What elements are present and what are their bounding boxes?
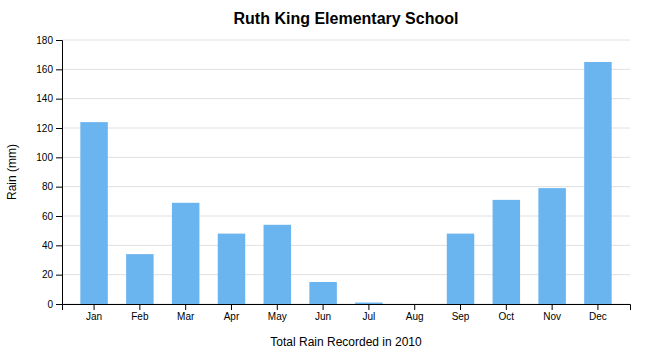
bar [264,225,291,304]
tick: 180 [36,35,62,46]
y-axis: 0 20 40 60 80 100 120 140 160 180 [36,35,62,310]
tick-label: Oct [499,311,515,322]
tick-label: 100 [36,152,53,163]
bar [493,200,520,304]
tick-mark [323,304,324,310]
tick-label: Jan [86,311,102,322]
grid [62,40,630,304]
bar [218,234,245,304]
bar [447,234,474,304]
x-axis: Jan Feb Mar Apr May Jun Jul Aug Sep Oct Nov Dec [63,304,631,322]
tick-label: 20 [42,269,54,280]
grid-line [62,128,630,129]
axis-line [63,305,631,311]
bar [401,304,428,305]
tick: Mar [177,304,195,322]
tick-label: 160 [36,64,53,75]
tick-mark [56,304,62,305]
tick-mark [506,304,507,310]
tick: 120 [36,123,62,134]
tick-label: 60 [42,211,54,222]
tick-label: May [268,311,287,322]
plot: Jan Feb Mar Apr May Jun Jul Aug Sep Oct Nov Dec 0 20 4… [36,35,630,322]
tick: 40 [42,240,62,251]
tick-mark [56,187,62,188]
tick: 160 [36,64,62,75]
chart: Jan Feb Mar Apr May Jun Jul Aug Sep Oct Nov Dec 0 20 4… [0,0,650,360]
grid-line [62,98,630,99]
tick-label: Jul [363,311,376,322]
tick: 80 [42,181,62,192]
tick: 100 [36,152,62,163]
tick-mark [56,40,62,41]
tick-label: 40 [42,240,54,251]
bar [355,303,382,304]
tick-mark [277,304,278,310]
tick-label: 120 [36,123,53,134]
bar [126,254,153,304]
tick: Sep [452,304,470,322]
bar [584,62,611,304]
tick-label: 0 [47,299,53,310]
tick-mark [56,128,62,129]
tick-label: Dec [589,311,607,322]
grid-line [62,157,630,158]
tick-label: Nov [543,311,561,322]
tick: Aug [406,304,424,322]
tick: May [268,304,287,322]
tick: Jun [315,304,331,322]
tick-mark [56,99,62,100]
grid-line [62,40,630,41]
tick: Dec [589,304,607,322]
tick-mark [185,304,186,310]
tick-mark [56,69,62,70]
tick-mark [56,216,62,217]
tick-mark [56,245,62,246]
tick-mark [139,304,140,310]
tick: Feb [131,304,149,322]
tick-mark [231,304,232,310]
tick-mark [368,304,369,310]
tick-mark [597,304,598,310]
tick-mark [414,304,415,310]
grid-line [62,69,630,70]
tick-label: Mar [177,311,195,322]
y-axis-title: Rain (mm) [5,144,19,200]
tick-mark [94,304,95,310]
bar [309,282,336,304]
tick-mark [56,157,62,158]
tick-label: 140 [36,93,53,104]
tick: Jul [363,304,376,322]
tick-label: 180 [36,35,53,46]
bar [538,188,565,304]
bar [80,122,107,304]
bar [172,203,199,304]
title: Ruth King Elementary School [234,10,459,27]
tick-mark [56,275,62,276]
tick-mark [460,304,461,310]
tick: Oct [499,304,515,322]
tick-label: Feb [131,311,149,322]
tick-label: Aug [406,311,424,322]
tick: Apr [224,304,240,322]
tick: 0 [47,299,62,310]
tick: 20 [42,269,62,280]
tick: Nov [543,304,561,322]
tick: 60 [42,211,62,222]
bars [80,62,611,304]
axis-line [56,41,63,305]
grid-line [62,186,630,187]
tick-label: Jun [315,311,331,322]
tick-label: 80 [42,181,54,192]
x-axis-title: Total Rain Recorded in 2010 [270,335,422,349]
tick-mark [552,304,553,310]
tick-label: Sep [452,311,470,322]
tick: Jan [86,304,102,322]
tick-label: Apr [224,311,240,322]
tick: 140 [36,93,62,104]
